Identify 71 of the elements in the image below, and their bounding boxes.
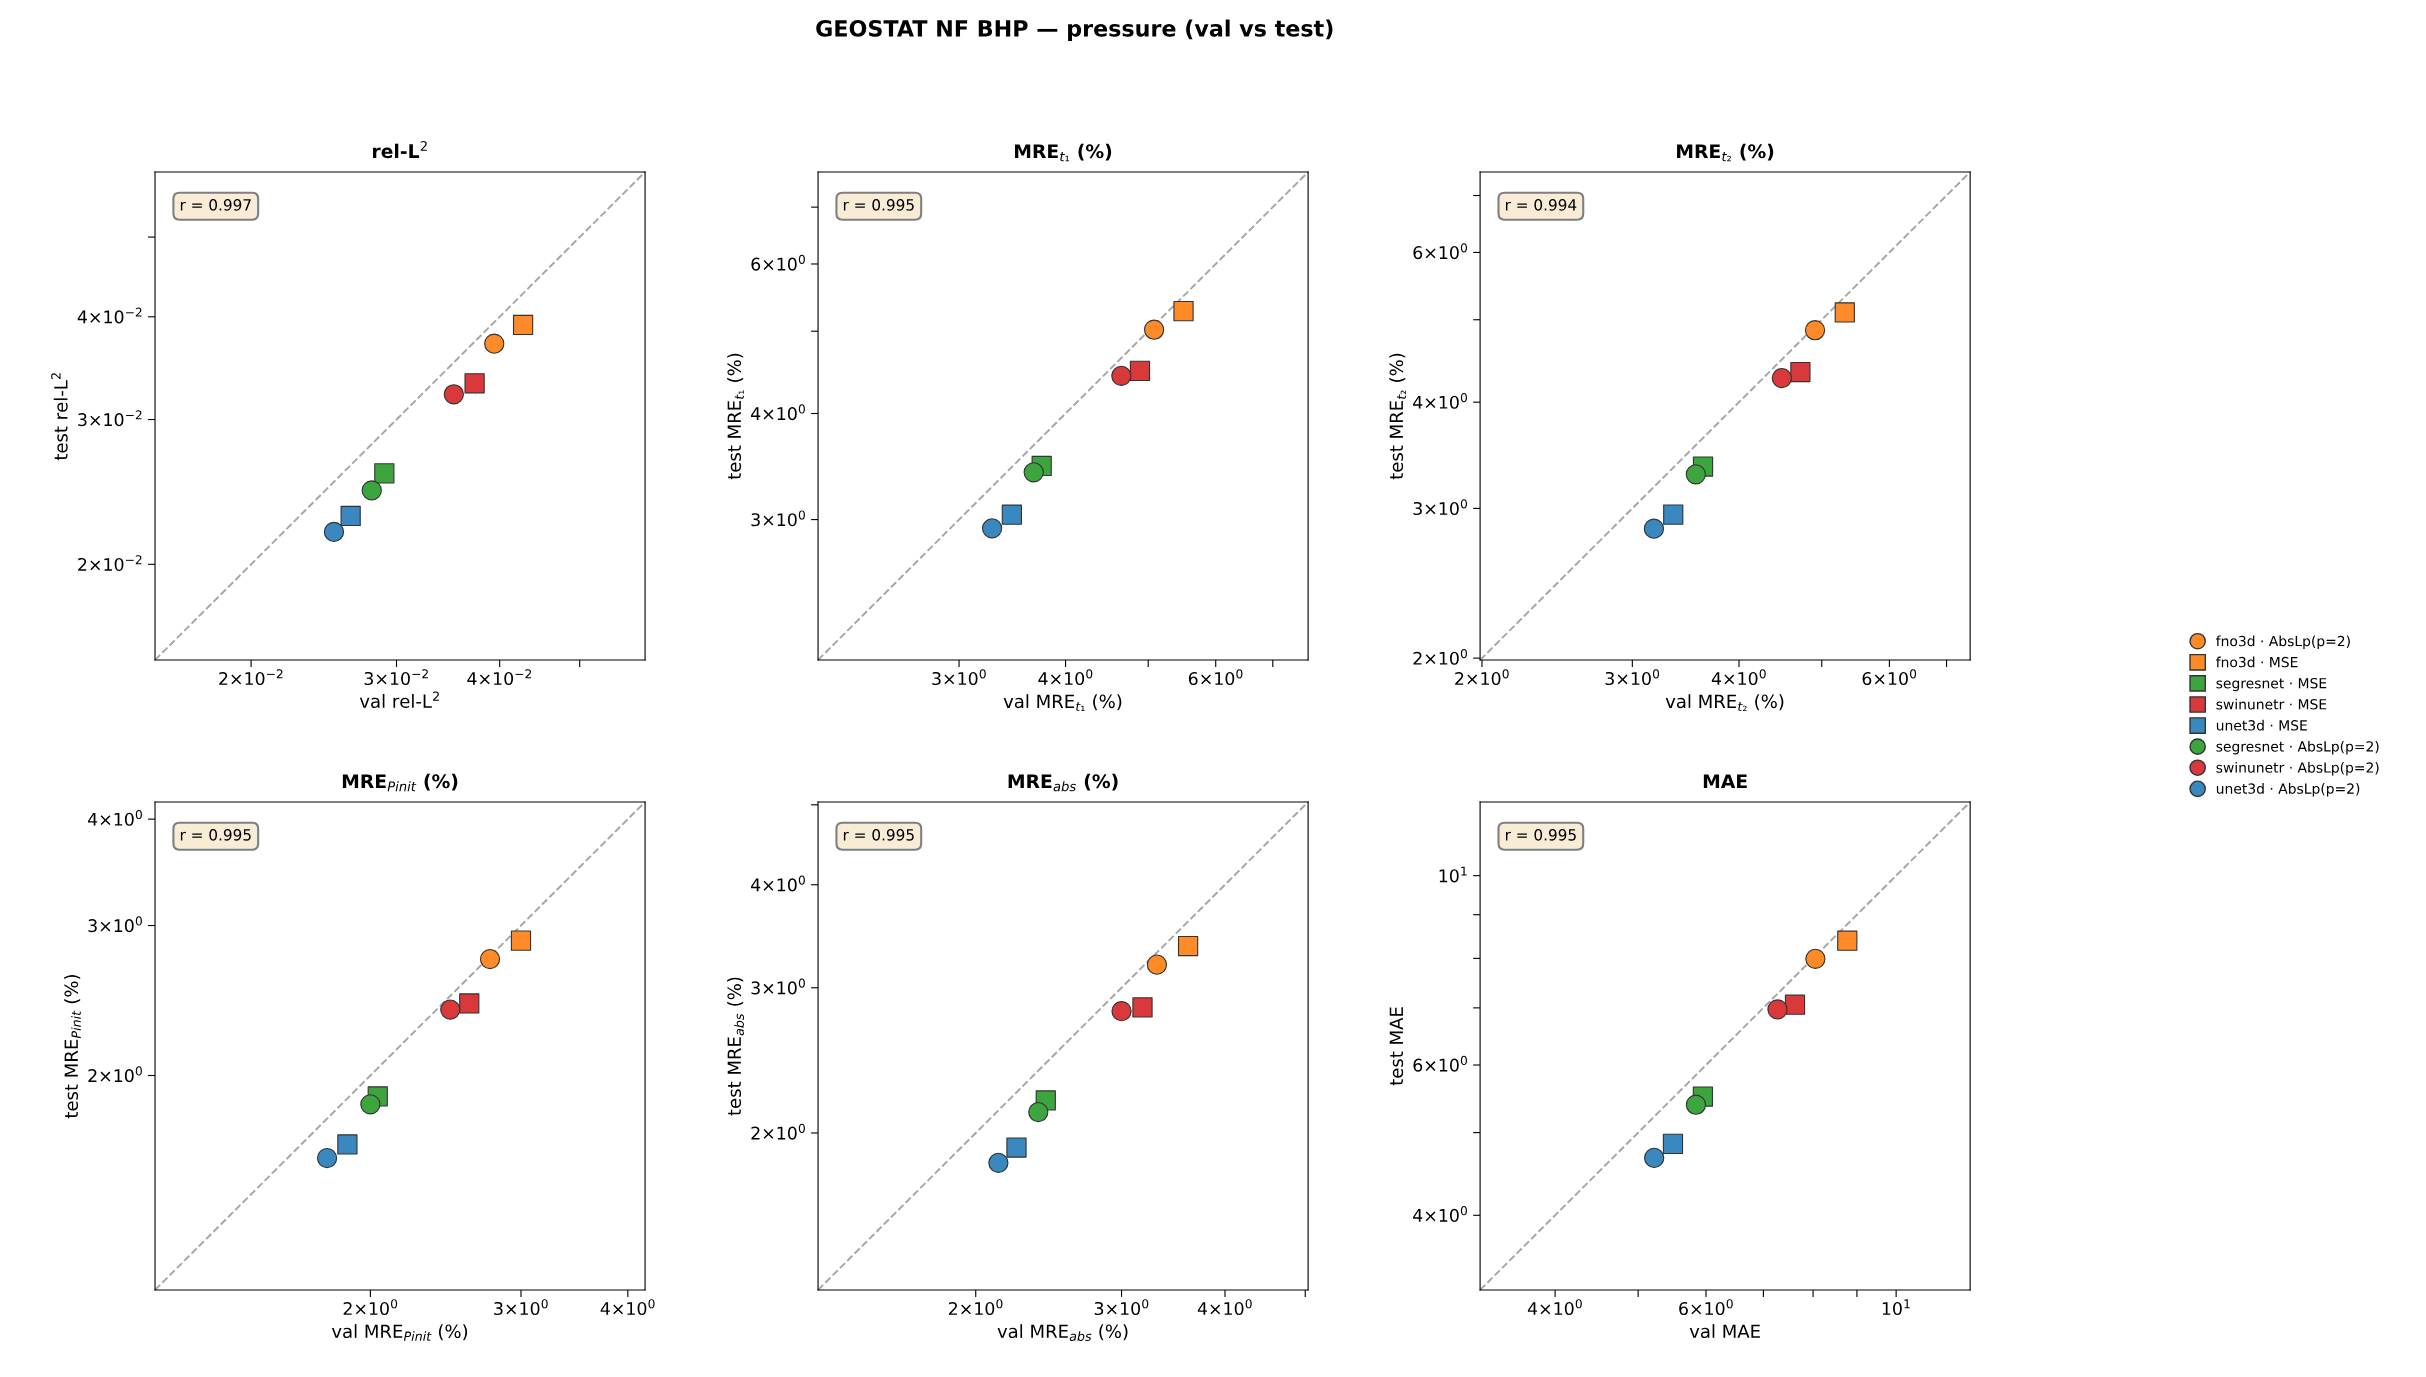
x-tick-label: 2×10$^{0}$ — [343, 1299, 398, 1316]
chart-title: MRE$_{t₂}$ (%) — [1677, 143, 1774, 162]
chart-title: MRE$_{abs}$ (%) — [1008, 773, 1118, 792]
x-tick-label: 6×10$^{0}$ — [1188, 669, 1243, 686]
y-tick-label: 6×10$^{0}$ — [1413, 243, 1467, 260]
x-tick-label: 6×10$^{0}$ — [1862, 669, 1917, 686]
x-tick-label: 10$^{1}$ — [1882, 1299, 1910, 1316]
y-tick-label: 2×10$^{0}$ — [88, 1066, 142, 1083]
x-tick-label: 2×10$^{0}$ — [948, 1299, 1003, 1316]
y-axis-title: test MRE$_{Pinit}$ (%) — [64, 974, 81, 1119]
y-tick-label: 2×10$^{0}$ — [751, 1123, 805, 1140]
x-axis-title: val rel-L$^{2}$ — [359, 691, 439, 708]
legend-label: swinunetr · AbsLp(p=2) — [2216, 762, 2379, 776]
x-tick-label: 3×10$^{−2}$ — [364, 669, 428, 686]
legend-label: fno3d · AbsLp(p=2) — [2216, 635, 2350, 649]
text: GEOSTAT NF BHP — pressure (val vs test) — [816, 19, 1333, 42]
y-tick-label: 6×10$^{0}$ — [751, 254, 805, 271]
x-tick-label: 2×10$^{0}$ — [1455, 669, 1509, 686]
y-axis-title: test MRE$_{abs}$ (%) — [727, 977, 744, 1116]
y-tick-label: 3×10$^{0}$ — [1413, 499, 1467, 516]
annotation: r = 0.995 — [843, 199, 914, 211]
y-tick-label: 6×10$^{0}$ — [1413, 1055, 1467, 1072]
x-tick-label: 4×10$^{0}$ — [1197, 1299, 1252, 1316]
annotation: r = 0.995 — [180, 829, 251, 841]
y-tick-label: 3×10$^{0}$ — [751, 510, 805, 527]
legend-label: segresnet · MSE — [2216, 677, 2327, 692]
legend-label: unet3d · MSE — [2216, 719, 2307, 731]
chart-title: MRE$_{t₁}$ (%) — [1015, 143, 1112, 162]
chart-title: MAE — [1703, 774, 1747, 789]
legend-label: segresnet · AbsLp(p=2) — [2216, 740, 2379, 755]
y-tick-label: 2×10$^{0}$ — [1413, 648, 1467, 665]
annotation: r = 0.995 — [1505, 829, 1576, 841]
y-tick-label: 3×10$^{0}$ — [88, 916, 142, 933]
y-tick-label: 4×10$^{−2}$ — [77, 307, 142, 324]
x-axis-title: val MRE$_{t₂}$ (%) — [1665, 694, 1784, 711]
x-tick-label: 4×10$^{0}$ — [600, 1299, 655, 1316]
x-tick-label: 3×10$^{0}$ — [1094, 1299, 1149, 1316]
x-axis-title: val MRE$_{Pinit}$ (%) — [331, 1324, 468, 1341]
annotation: r = 0.994 — [1505, 199, 1577, 211]
x-tick-label: 4×10$^{0}$ — [1711, 669, 1766, 686]
y-axis-title: test MRE$_{t₁}$ (%) — [727, 353, 744, 480]
y-axis-title: test rel-L$^{2}$ — [51, 373, 68, 461]
x-tick-label: 4×10$^{0}$ — [1527, 1299, 1582, 1316]
annotation: r = 0.997 — [180, 199, 251, 211]
legend-label: unet3d · AbsLp(p=2) — [2216, 783, 2360, 797]
x-tick-label: 3×10$^{0}$ — [932, 669, 986, 686]
legend-label: fno3d · MSE — [2216, 656, 2298, 668]
y-tick-label: 3×10$^{−2}$ — [78, 410, 142, 427]
x-tick-label: 3×10$^{0}$ — [1605, 669, 1660, 686]
x-axis-title: val MAE — [1689, 1324, 1760, 1339]
chart-title: rel-L$^{2}$ — [373, 141, 427, 159]
y-tick-label: 3×10$^{0}$ — [751, 978, 805, 995]
y-tick-label: 10$^{1}$ — [1439, 866, 1467, 883]
x-tick-label: 4×10$^{0}$ — [1038, 669, 1093, 686]
y-axis-title: test MRE$_{t₂}$ (%) — [1389, 353, 1406, 480]
x-tick-label: 2×10$^{−2}$ — [219, 669, 283, 686]
x-tick-label: 6×10$^{0}$ — [1679, 1299, 1733, 1316]
y-tick-label: 4×10$^{0}$ — [1413, 1206, 1467, 1222]
x-tick-label: 3×10$^{0}$ — [494, 1299, 548, 1316]
y-tick-label: 4×10$^{0}$ — [751, 404, 805, 421]
x-axis-title: val MRE$_{t₁}$ (%) — [1003, 694, 1122, 711]
annotation: r = 0.995 — [843, 829, 914, 841]
x-tick-label: 4×10$^{−2}$ — [467, 669, 532, 686]
chart-title: MRE$_{Pinit}$ (%) — [342, 773, 458, 792]
y-tick-label: 4×10$^{0}$ — [751, 875, 805, 892]
y-axis-title: test MAE — [1389, 1007, 1404, 1086]
y-tick-label: 4×10$^{0}$ — [1413, 392, 1467, 409]
y-tick-label: 4×10$^{0}$ — [87, 809, 142, 826]
legend-label: swinunetr · MSE — [2216, 698, 2327, 710]
y-tick-label: 2×10$^{−2}$ — [78, 555, 142, 572]
x-axis-title: val MRE$_{abs}$ (%) — [997, 1324, 1128, 1341]
